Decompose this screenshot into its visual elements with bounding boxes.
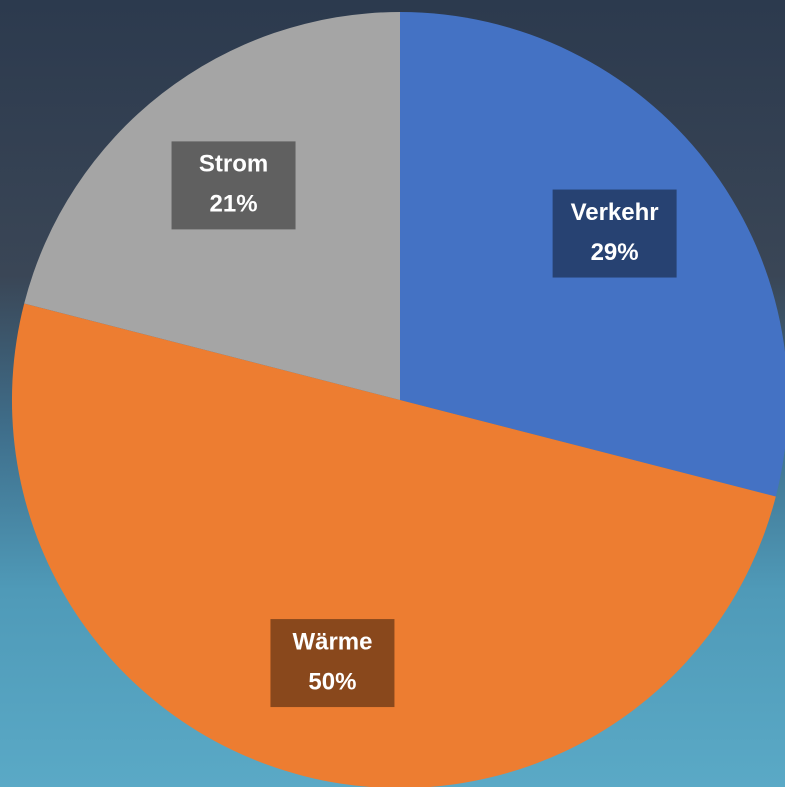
value-label: 21% xyxy=(210,191,258,218)
category-label: Wärme xyxy=(292,628,372,655)
chart: Verkehr 29% Wärme 50% Strom 21% xyxy=(0,0,785,787)
pie xyxy=(12,12,785,787)
value-label: 50% xyxy=(308,668,356,695)
category-label: Strom xyxy=(199,151,268,178)
category-label: Verkehr xyxy=(571,199,659,226)
value-label: 29% xyxy=(591,239,639,266)
